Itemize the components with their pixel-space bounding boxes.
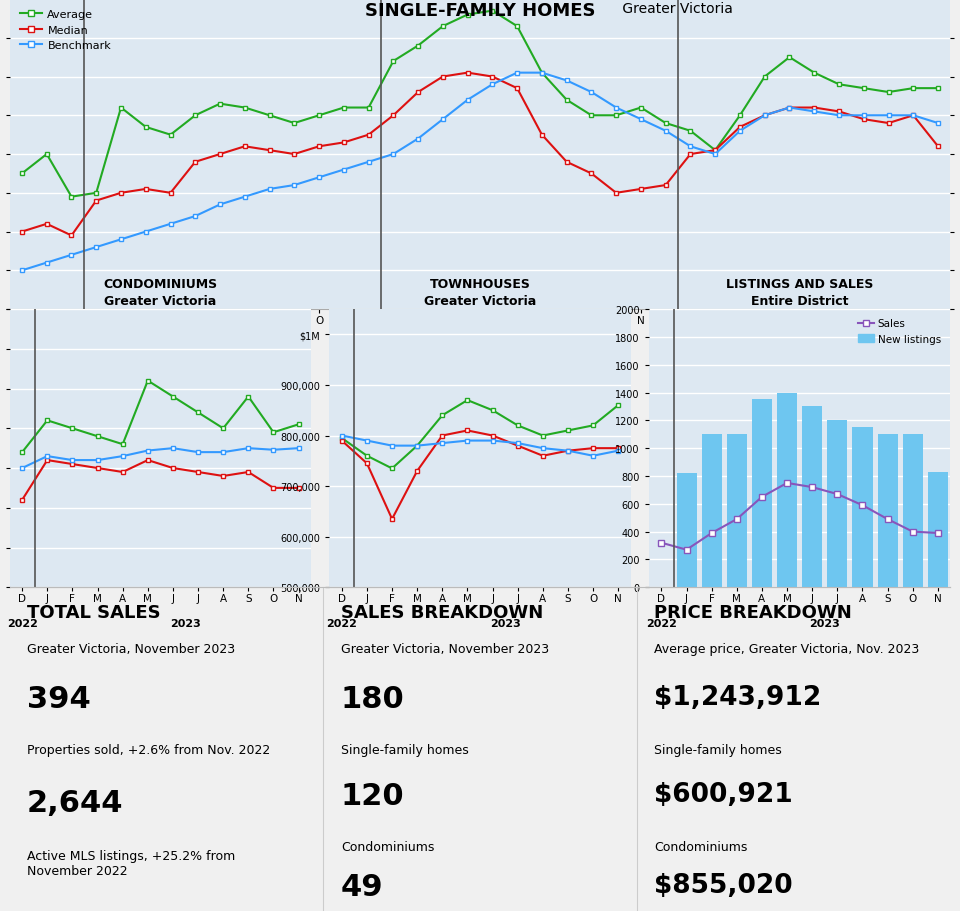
Text: Average price, Greater Victoria, Nov. 2023: Average price, Greater Victoria, Nov. 20… <box>654 642 920 656</box>
Title: TOWNHOUSES
Greater Victoria: TOWNHOUSES Greater Victoria <box>424 277 536 307</box>
Text: Active MLS listings, +25.2% from
November 2022: Active MLS listings, +25.2% from Novembe… <box>27 850 235 877</box>
Text: TOTAL SALES: TOTAL SALES <box>27 604 160 621</box>
Bar <box>803 407 823 588</box>
Text: 120: 120 <box>341 782 404 811</box>
Text: 180: 180 <box>341 685 404 713</box>
Text: Greater Victoria: Greater Victoria <box>618 2 733 15</box>
Text: Condominiums: Condominiums <box>654 840 748 853</box>
Text: 2021: 2021 <box>215 346 250 359</box>
Title: LISTINGS AND SALES
Entire District: LISTINGS AND SALES Entire District <box>726 277 874 307</box>
Text: 2023: 2023 <box>809 619 840 628</box>
Text: 2020: 2020 <box>29 346 64 359</box>
Text: PRICE BREAKDOWN: PRICE BREAKDOWN <box>654 604 852 621</box>
Text: 2023: 2023 <box>809 346 844 359</box>
Bar <box>902 435 923 588</box>
Bar <box>777 394 797 588</box>
Text: 2023: 2023 <box>170 619 201 628</box>
Legend: Average, Median, Benchmark: Average, Median, Benchmark <box>15 5 115 56</box>
Text: SINGLE-FAMILY HOMES: SINGLE-FAMILY HOMES <box>365 2 595 20</box>
Bar <box>828 421 848 588</box>
Text: $1,243,912: $1,243,912 <box>654 685 822 711</box>
Text: $600,921: $600,921 <box>654 782 793 808</box>
Text: Greater Victoria, November 2023: Greater Victoria, November 2023 <box>341 642 549 656</box>
Title: CONDOMINIUMS
Greater Victoria: CONDOMINIUMS Greater Victoria <box>104 277 217 307</box>
Text: 2,644: 2,644 <box>27 788 123 817</box>
Bar <box>927 472 948 588</box>
Legend: Sales, New listings: Sales, New listings <box>853 315 946 348</box>
Text: 2022: 2022 <box>326 619 357 628</box>
Bar <box>877 435 898 588</box>
Text: 49: 49 <box>341 872 383 901</box>
Text: Greater Victoria, November 2023: Greater Victoria, November 2023 <box>27 642 234 656</box>
Text: 2022: 2022 <box>7 619 37 628</box>
Text: SALES BREAKDOWN: SALES BREAKDOWN <box>341 604 543 621</box>
Bar <box>702 435 722 588</box>
Text: $855,020: $855,020 <box>654 872 793 898</box>
Text: 2022: 2022 <box>646 619 677 628</box>
Text: Condominiums: Condominiums <box>341 840 434 853</box>
Text: Single-family homes: Single-family homes <box>654 742 781 756</box>
Text: 2022: 2022 <box>512 346 547 359</box>
Bar <box>677 474 697 588</box>
Text: 2023: 2023 <box>490 619 520 628</box>
Bar <box>852 428 873 588</box>
Text: 394: 394 <box>27 685 90 713</box>
Text: Single-family homes: Single-family homes <box>341 742 468 756</box>
Bar <box>752 400 772 588</box>
Text: Properties sold, +2.6% from Nov. 2022: Properties sold, +2.6% from Nov. 2022 <box>27 742 270 756</box>
Bar <box>727 435 747 588</box>
